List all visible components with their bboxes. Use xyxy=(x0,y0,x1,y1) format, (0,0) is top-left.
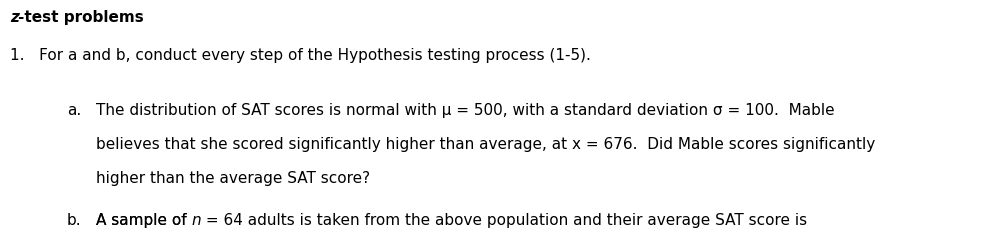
Text: A sample of: A sample of xyxy=(96,213,191,228)
Text: n: n xyxy=(191,213,200,228)
Text: The distribution of SAT scores is normal with μ = 500, with a standard deviation: The distribution of SAT scores is normal… xyxy=(96,103,834,118)
Text: -test problems: -test problems xyxy=(19,10,145,25)
Text: z: z xyxy=(10,10,19,25)
Text: A sample of: A sample of xyxy=(96,213,191,228)
Text: a.: a. xyxy=(67,103,81,118)
Text: 1.   For a and b, conduct every step of the Hypothesis testing process (1-5).: 1. For a and b, conduct every step of th… xyxy=(10,48,591,63)
Text: = 64 adults is taken from the above population and their average SAT score is: = 64 adults is taken from the above popu… xyxy=(200,213,807,228)
Text: believes that she scored significantly higher than average, at x = 676.  Did Mab: believes that she scored significantly h… xyxy=(96,137,875,152)
Text: higher than the average SAT score?: higher than the average SAT score? xyxy=(96,171,370,186)
Text: b.: b. xyxy=(67,213,82,228)
